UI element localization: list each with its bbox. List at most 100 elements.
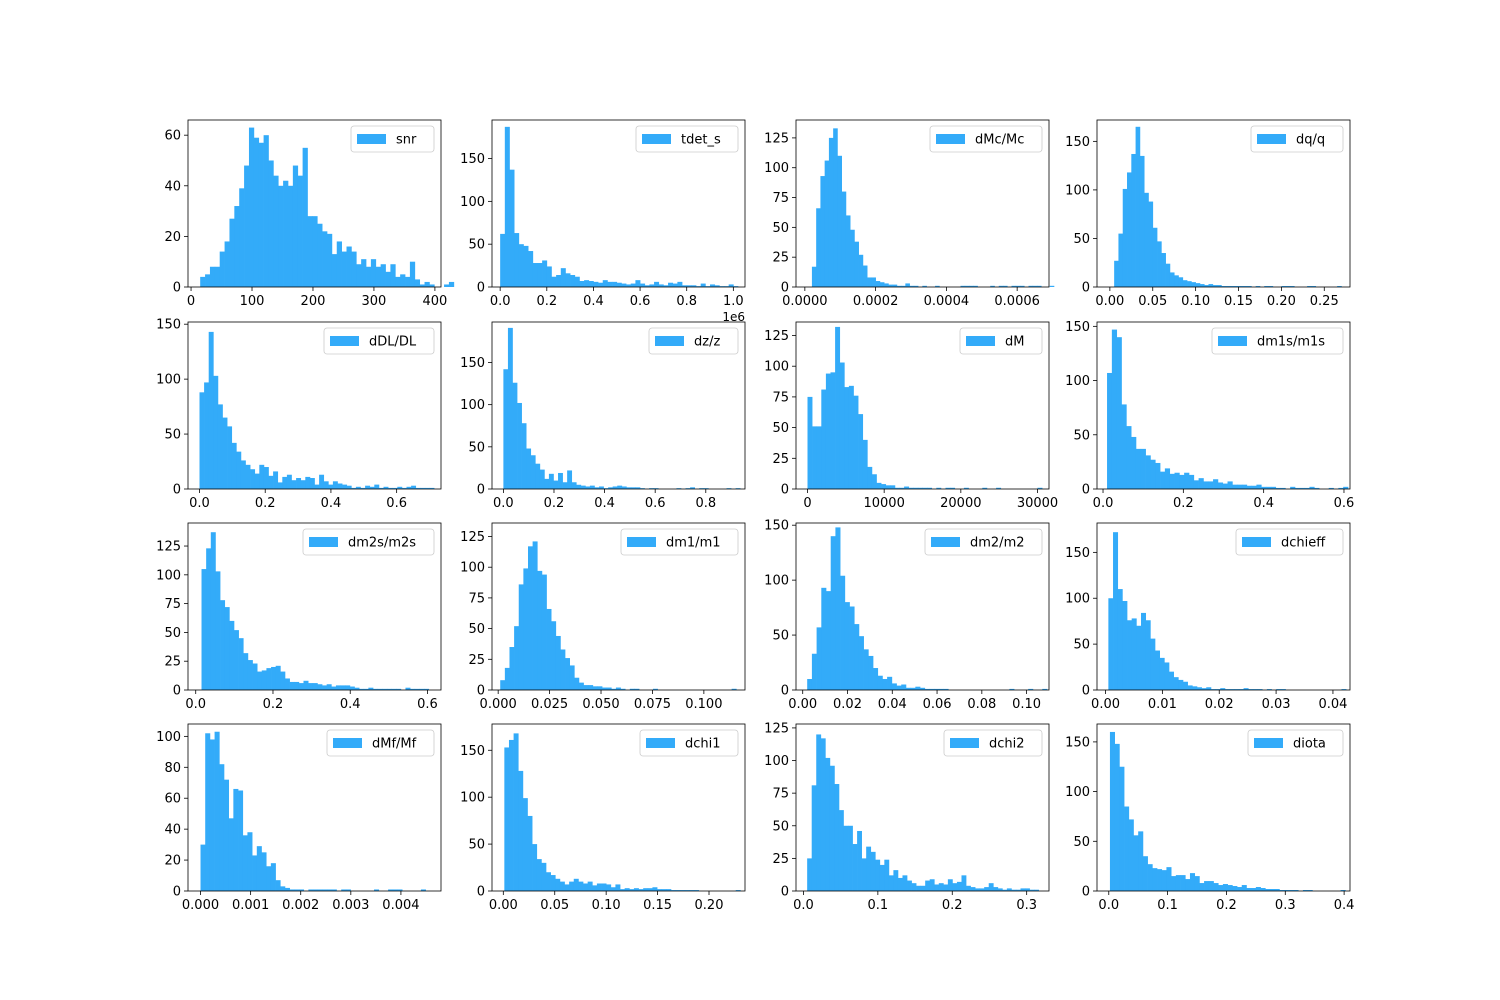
histogram-bar [332, 481, 338, 489]
x-tick-label: 0.0004 [924, 294, 970, 309]
y-tick-label: 150 [460, 744, 485, 759]
histogram-bar [382, 688, 388, 690]
histogram-bar [220, 600, 226, 690]
histogram-bar [340, 685, 346, 690]
histogram-bars [1107, 329, 1349, 489]
histogram-bar [816, 208, 821, 287]
legend-box [323, 327, 435, 355]
histogram-bar [634, 688, 640, 690]
histogram-bar [1255, 887, 1261, 891]
histogram-bar [560, 649, 566, 690]
y-tick-label: 150 [1065, 135, 1090, 150]
histogram-bar [1037, 487, 1043, 489]
histogram-bar [1117, 589, 1123, 690]
histogram-bar [574, 276, 580, 287]
histogram-bar [322, 231, 328, 287]
histogram-bar [615, 687, 621, 690]
histogram-bar [521, 423, 527, 489]
histogram-bar [317, 223, 323, 287]
histogram-bar [1114, 743, 1120, 891]
histogram-bars [811, 128, 1055, 287]
y-tick-label: 0 [781, 483, 789, 498]
x-tick-label: 0.06 [923, 697, 952, 712]
histogram-bar [892, 284, 898, 287]
histogram-bar [1011, 889, 1017, 891]
histogram-bar [1136, 625, 1142, 690]
histogram-bar [998, 285, 1004, 287]
histogram-bar [280, 886, 286, 891]
histogram-bar [861, 858, 867, 891]
histogram-bar [1011, 285, 1017, 287]
x-tick-label: 400 [422, 294, 447, 309]
x-tick-label: 0.2 [1173, 496, 1194, 511]
histogram-bar [550, 875, 556, 891]
histogram-bar [559, 881, 565, 891]
legend-swatch [309, 537, 338, 547]
histogram-bar [283, 180, 289, 287]
histogram-bar [840, 575, 846, 690]
x-tick-label: 30000 [1017, 496, 1058, 511]
histogram-bar [215, 571, 221, 690]
histogram-bar [1208, 284, 1214, 287]
histogram-bar [233, 788, 239, 891]
histogram-bar [658, 284, 664, 287]
legend: diota [1247, 729, 1344, 757]
y-tick-label: 50 [772, 221, 789, 236]
histogram-bar [1028, 688, 1034, 690]
histogram-bar [345, 889, 351, 891]
histogram-bar [229, 620, 235, 690]
histogram-bar [1131, 618, 1137, 690]
histogram-bar [1284, 890, 1290, 891]
histogram-bar [1144, 192, 1149, 287]
y-tick-label: 100 [460, 195, 485, 210]
histogram-bar [504, 126, 510, 287]
histogram-bar [1201, 688, 1207, 690]
x-tick-label: 0.003 [332, 898, 369, 913]
histogram-bar [1225, 286, 1231, 287]
histogram-bar [331, 254, 338, 287]
y-tick-label: 125 [764, 721, 789, 736]
histogram-bar [261, 670, 267, 690]
histogram-bar [1003, 285, 1008, 287]
y-tick-label: 150 [764, 519, 789, 534]
histogram-bar [1159, 657, 1165, 690]
x-tick-label: 0.00 [788, 697, 817, 712]
histogram-bar [904, 486, 910, 489]
axes-frame [795, 321, 1050, 490]
y-tick-label: 50 [468, 838, 485, 853]
histogram-bar [294, 889, 300, 891]
histogram-bar [361, 259, 367, 287]
histogram-bar [1147, 864, 1153, 891]
legend-label: dz/z [694, 335, 720, 350]
histogram-bar [562, 482, 568, 489]
y-tick-label: 150 [1065, 320, 1090, 335]
histogram-bar [922, 285, 927, 287]
histogram-bar [1113, 532, 1119, 690]
histogram-bar [1328, 487, 1334, 489]
histogram-bar [1157, 241, 1162, 287]
y-tick-label: 60 [164, 792, 181, 807]
histogram-bar [1275, 487, 1281, 489]
histogram-bar [1135, 448, 1142, 489]
histogram-bar [1169, 272, 1175, 287]
histogram-bar [513, 733, 519, 891]
histogram-bar [1171, 876, 1177, 891]
histogram-bar [1234, 689, 1240, 690]
histogram-bar [1280, 689, 1286, 690]
x-tick-label: 0.08 [967, 697, 996, 712]
histogram-bar [929, 688, 935, 690]
histogram-bar [661, 889, 667, 891]
histogram-bar [1127, 172, 1132, 287]
histogram-bar [1241, 484, 1248, 489]
y-tick-label: 100 [764, 161, 789, 176]
histogram-bar [694, 890, 700, 891]
histogram-bar [1189, 873, 1196, 891]
histogram-bar [570, 275, 576, 287]
histogram-bar [1107, 372, 1113, 489]
histogram-bar [208, 331, 214, 489]
histogram-bar [638, 889, 644, 891]
subplot-dmc-mc: 0.0000 0.0002 0.0004 0.0006 0 25 50 75 100 125 dMc… [764, 119, 1055, 309]
histogram-bar [835, 527, 841, 690]
histogram-bar [250, 469, 256, 489]
histogram-bar [308, 889, 314, 891]
